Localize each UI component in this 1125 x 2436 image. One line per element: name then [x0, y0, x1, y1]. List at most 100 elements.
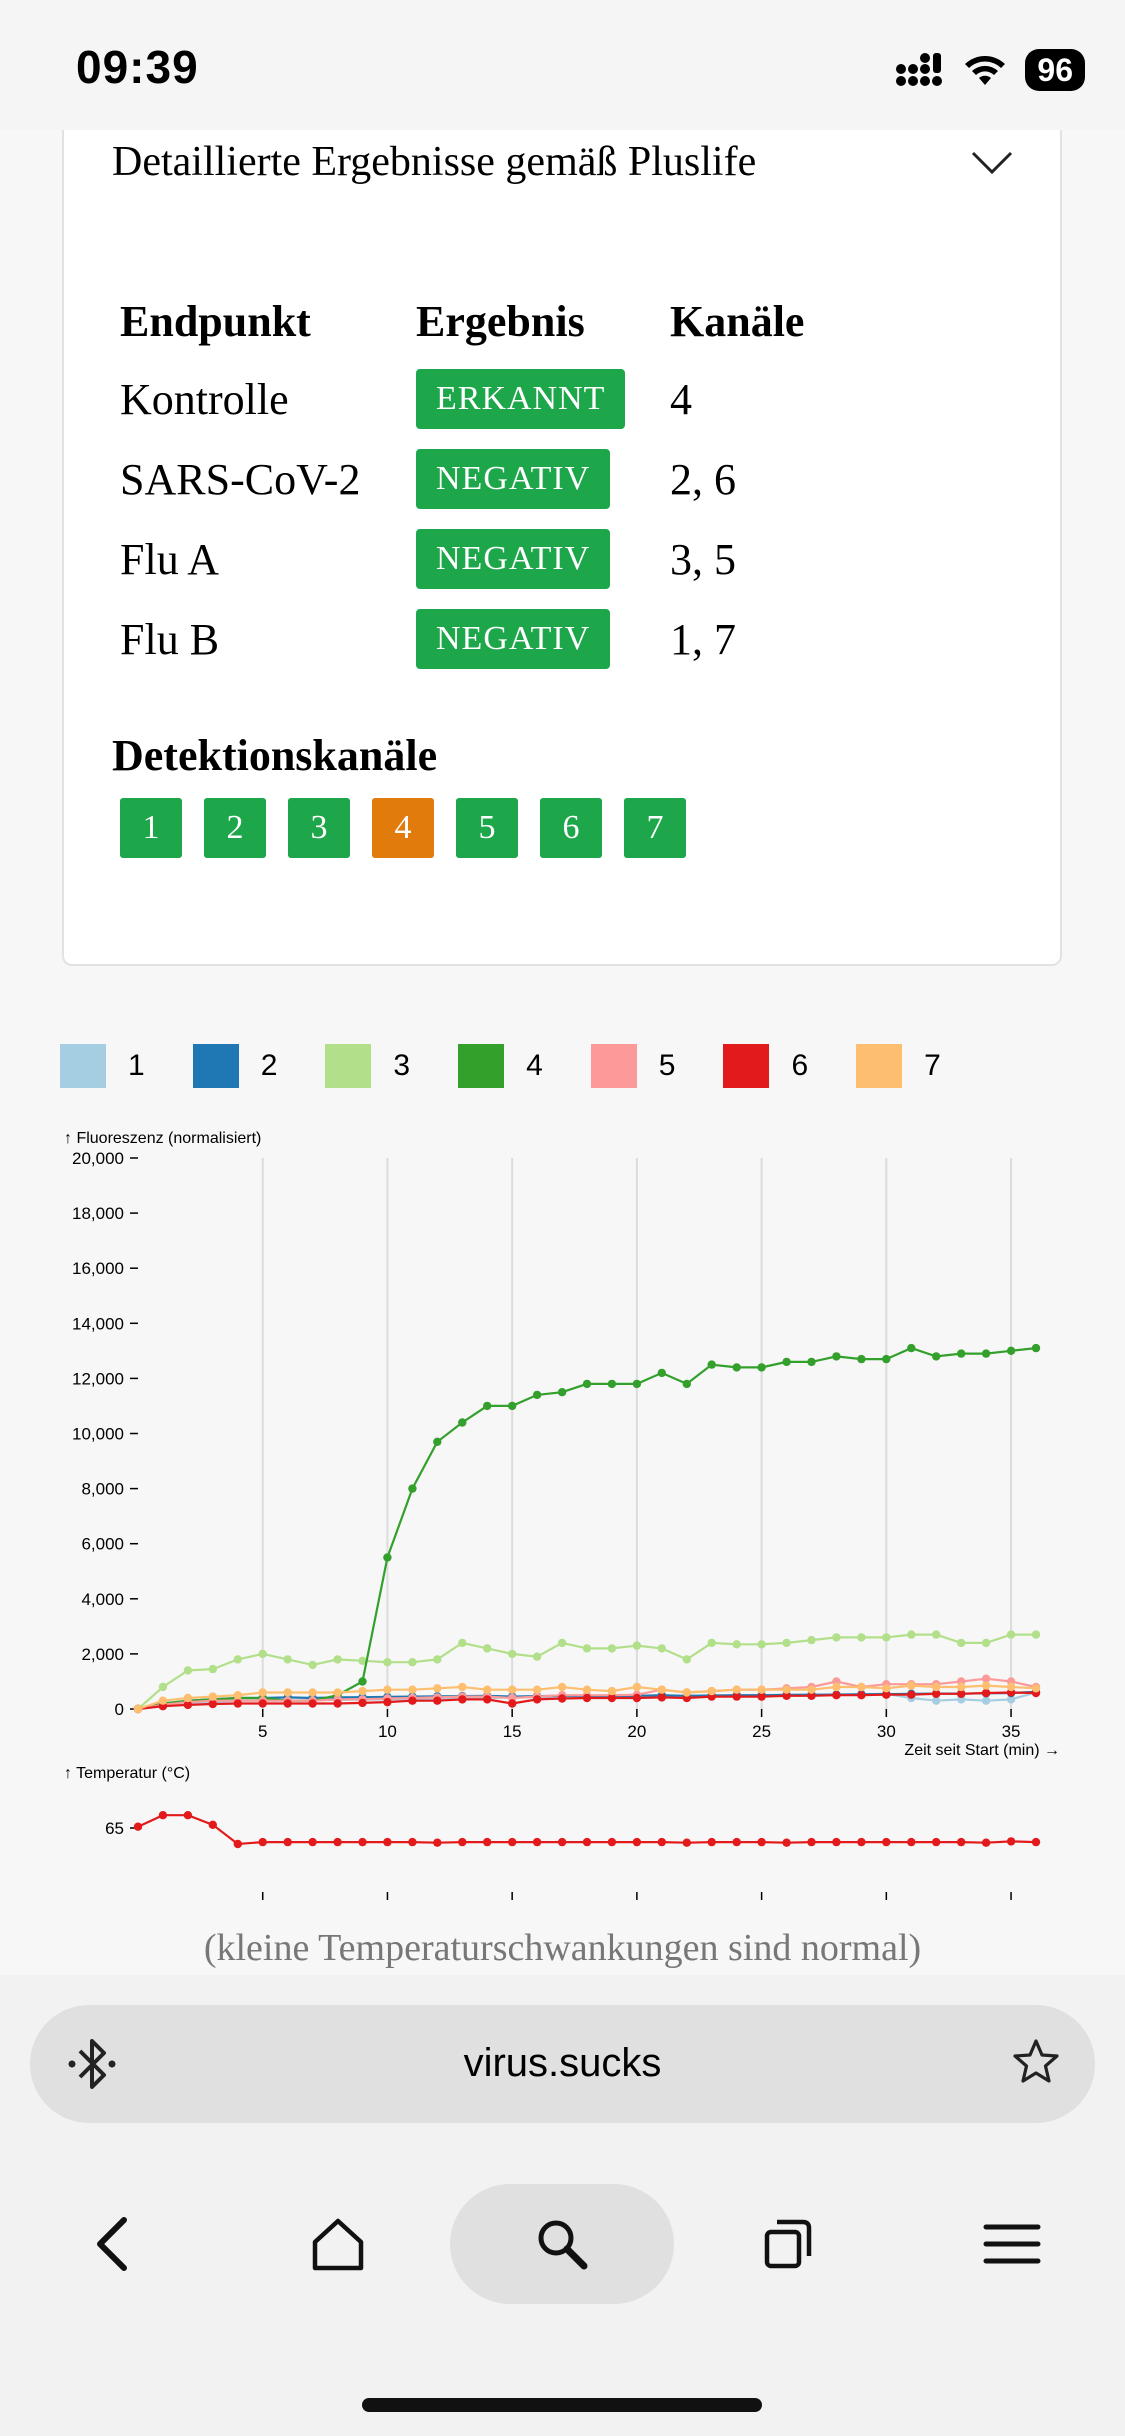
- data-point: [183, 1693, 193, 1703]
- back-button[interactable]: [52, 2184, 172, 2304]
- data-point: [981, 1688, 991, 1698]
- data-point: [832, 1691, 841, 1700]
- data-point: [458, 1638, 467, 1648]
- chevron-down-icon[interactable]: [970, 148, 1014, 178]
- data-point: [308, 1837, 317, 1847]
- data-point: [782, 1685, 791, 1694]
- data-point: [283, 1837, 292, 1847]
- data-point: [981, 1696, 991, 1705]
- data-point: [433, 1437, 442, 1446]
- data-point: [807, 1837, 816, 1847]
- menu-button[interactable]: [952, 2184, 1072, 2304]
- data-point: [333, 1699, 342, 1708]
- data-point: [807, 1685, 816, 1694]
- data-point: [707, 1837, 716, 1847]
- data-point: [557, 1388, 567, 1397]
- data-point: [607, 1693, 617, 1703]
- data-point: [932, 1837, 941, 1847]
- data-point: [807, 1635, 816, 1645]
- y-tick-label: 65: [105, 1819, 124, 1838]
- battery-indicator: 96: [1025, 49, 1085, 91]
- data-point: [557, 1638, 567, 1648]
- data-point: [483, 1401, 492, 1411]
- data-point: [807, 1691, 816, 1700]
- data-point: [707, 1686, 716, 1696]
- tabs-button[interactable]: [728, 2184, 848, 2304]
- data-point: [557, 1682, 567, 1692]
- data-point: [283, 1699, 292, 1708]
- data-point: [233, 1699, 242, 1708]
- data-point: [358, 1686, 367, 1696]
- data-point: [582, 1644, 592, 1653]
- data-point: [183, 1811, 193, 1820]
- plot-area: [138, 1158, 1036, 1709]
- data-point: [857, 1354, 866, 1364]
- x-tick-label: 20: [627, 1722, 646, 1741]
- home-indicator: [362, 2398, 762, 2412]
- legend-item: 5: [590, 1044, 675, 1088]
- data-point: [832, 1682, 841, 1692]
- legend-label: 1: [128, 1049, 145, 1082]
- data-point: [732, 1363, 741, 1372]
- search-button[interactable]: [450, 2184, 674, 2304]
- y-tick-label: 8,000: [81, 1480, 124, 1499]
- y-axis-label: ↑ Temperatur (°C): [64, 1765, 190, 1782]
- chart-legend: 1 2 3 4 5 6 7: [60, 1044, 989, 1088]
- data-point: [383, 1685, 392, 1694]
- data-point: [757, 1692, 766, 1701]
- url-bar[interactable]: virus.sucks: [30, 2005, 1095, 2123]
- results-card: Detaillierte Ergebnisse gemäß Pluslife E…: [62, 130, 1062, 966]
- data-point: [582, 1693, 592, 1703]
- data-point: [283, 1655, 292, 1664]
- row-endpoint: Kontrolle: [120, 374, 289, 424]
- data-point: [358, 1837, 367, 1847]
- data-point: [458, 1418, 467, 1427]
- data-point: [857, 1837, 866, 1847]
- y-tick-label: 2,000: [81, 1645, 124, 1664]
- data-point: [408, 1696, 417, 1705]
- star-icon[interactable]: [1011, 2037, 1061, 2087]
- data-point: [632, 1682, 642, 1692]
- header-channels: Kanäle: [670, 296, 805, 346]
- data-point: [208, 1820, 217, 1829]
- data-point: [408, 1484, 417, 1493]
- data-point: [483, 1695, 492, 1704]
- url-text[interactable]: virus.sucks: [463, 2041, 662, 2085]
- legend-swatch: [325, 1044, 372, 1088]
- data-point: [607, 1379, 617, 1389]
- data-point: [158, 1682, 168, 1692]
- data-point: [932, 1352, 941, 1361]
- data-point: [1006, 1695, 1016, 1704]
- legend-label: 7: [924, 1049, 941, 1082]
- data-point: [632, 1837, 642, 1847]
- data-point: [857, 1691, 866, 1700]
- data-point: [682, 1688, 691, 1697]
- data-point: [932, 1630, 941, 1639]
- y-tick-label: 10,000: [72, 1425, 124, 1444]
- y-tick-label: 14,000: [72, 1314, 124, 1333]
- data-point: [458, 1682, 467, 1692]
- data-point: [957, 1837, 966, 1847]
- data-point: [907, 1343, 916, 1353]
- home-button[interactable]: [278, 2184, 398, 2304]
- data-point: [981, 1638, 991, 1648]
- data-point: [557, 1694, 567, 1703]
- data-point: [133, 1822, 143, 1831]
- data-point: [532, 1685, 542, 1694]
- channel-6: 6: [540, 798, 602, 858]
- back-icon: [97, 2217, 127, 2271]
- legend-label: 6: [791, 1049, 809, 1082]
- y-tick-label: 12,000: [72, 1369, 124, 1388]
- data-point: [607, 1686, 617, 1696]
- y-tick-label: 20,000: [72, 1149, 124, 1168]
- y-tick-label: 4,000: [81, 1590, 124, 1609]
- data-point: [932, 1696, 941, 1705]
- data-point: [208, 1664, 217, 1674]
- data-point: [408, 1685, 417, 1694]
- legend-item: 7: [856, 1044, 941, 1088]
- data-point: [483, 1644, 492, 1653]
- channel-4: 4: [372, 798, 434, 858]
- channel-3: 3: [288, 798, 350, 858]
- y-axis-label: ↑ Fluoreszenz (normalisiert): [64, 1130, 261, 1147]
- bluetooth-icon[interactable]: [66, 2035, 118, 2093]
